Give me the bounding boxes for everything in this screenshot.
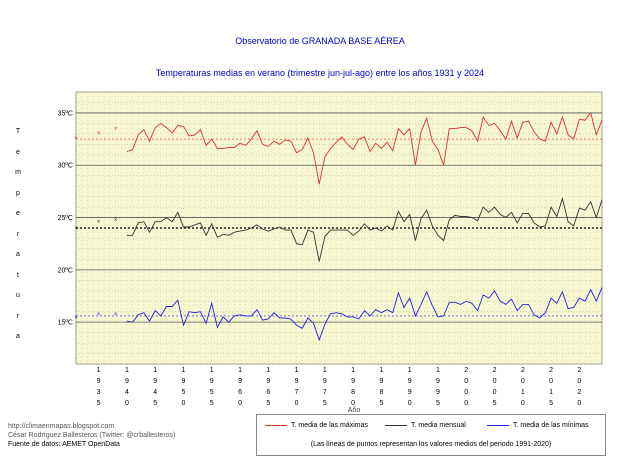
footer-url: http://climaenmapas.blogspot.com	[8, 423, 115, 430]
y-tick-label: 15ºC	[58, 320, 73, 327]
isolated-point-mean: ×	[74, 226, 78, 232]
isolated-point-min: ×	[74, 315, 78, 321]
legend-swatch-mean	[385, 424, 407, 426]
legend-note: (Las líneas de puntos representan los va…	[310, 441, 552, 448]
x-axis-label: Año	[348, 407, 361, 414]
footer-author: César Rodríguez Ballesteros (Twitter: @c…	[8, 432, 176, 439]
y-axis-label-char: e	[16, 210, 20, 217]
y-axis-label-char: a	[16, 251, 20, 258]
legend-swatch-max	[265, 424, 287, 426]
legend-swatch-min	[487, 424, 509, 426]
y-tick-label: 30ºC	[58, 163, 73, 170]
legend-label-mean: T. media mensual	[411, 422, 466, 429]
y-axis-label-char: a	[16, 333, 20, 340]
series-line-max	[126, 111, 603, 185]
chart-subtitle: Temperaturas medias en verano (trimestre…	[155, 68, 485, 78]
isolated-point-mean: ×	[97, 220, 101, 226]
series-line-mean	[126, 197, 603, 262]
y-axis-label-char: r	[16, 230, 20, 238]
y-axis-label-char: p	[16, 189, 20, 197]
y-axis-label-char: u	[16, 292, 20, 299]
legend-label-max: T. media de las máximas	[291, 422, 369, 429]
chart-title: Observatorio de GRANADA BASE AÉREA	[235, 36, 405, 46]
y-tick-label: 35ºC	[58, 110, 73, 117]
y-axis-label-char: T	[15, 128, 21, 135]
y-tick-label: 25ºC	[58, 215, 73, 222]
footer-source: Fuente de datos: AEMET OpenData	[8, 441, 120, 448]
legend-item-min: T. media de las mínimas	[487, 422, 588, 429]
isolated-point-min: ×	[97, 312, 101, 318]
y-axis-label-char: r	[16, 312, 20, 320]
legend-item-max: T. media de las máximas	[265, 422, 368, 429]
legend-item-mean: T. media mensual	[385, 422, 466, 429]
legend-label-min: T. media de las mínimas	[513, 422, 589, 429]
series-line-min	[126, 287, 603, 342]
y-axis-label-char: t	[17, 271, 19, 279]
isolated-point-max: ×	[114, 127, 118, 133]
y-axis-label-char: e	[16, 148, 20, 156]
isolated-point-max: ×	[97, 131, 101, 137]
isolated-point-max: ×	[74, 136, 78, 142]
legend: T. media de las máximas T. media mensual…	[256, 414, 606, 456]
isolated-point-mean: ×	[114, 218, 118, 224]
isolated-point-min: ×	[114, 312, 118, 318]
y-tick-label: 20ºC	[58, 267, 73, 274]
y-axis-label-char: m	[15, 169, 21, 176]
